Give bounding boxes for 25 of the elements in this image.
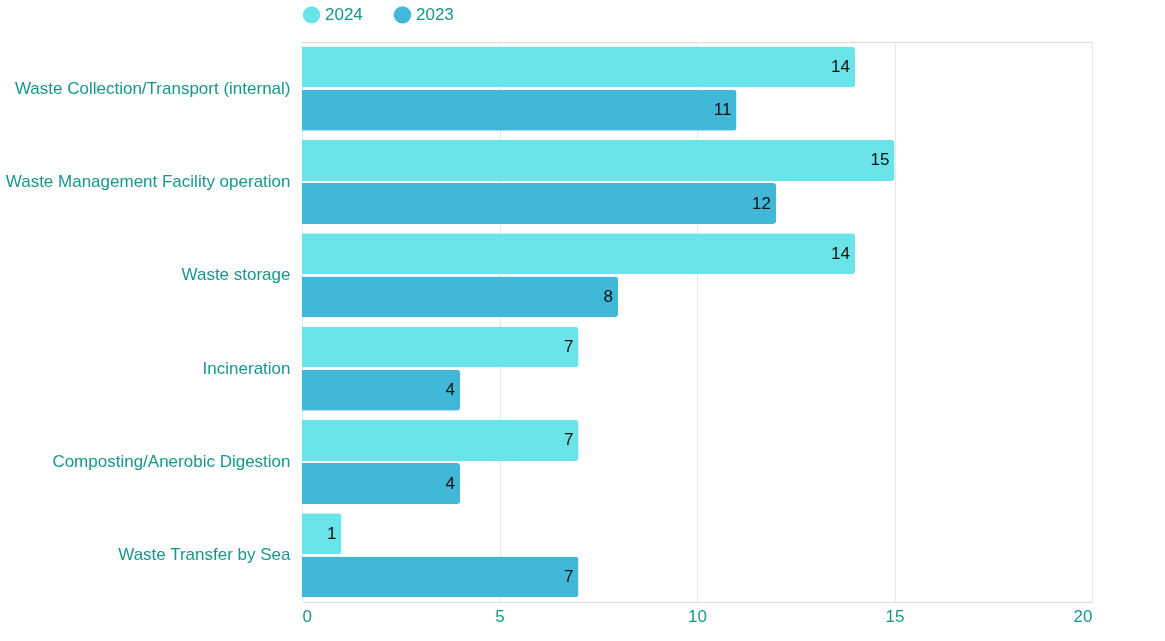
data-label: 7	[564, 430, 574, 450]
data-label: 7	[564, 337, 574, 357]
x-tick-label: 10	[688, 606, 707, 626]
legend-label: 2023	[416, 4, 454, 24]
x-tick-label: 20	[1073, 606, 1093, 626]
data-label: 15	[870, 150, 890, 170]
data-label: 14	[831, 243, 850, 263]
y-tick-label: Waste Collection/Transport (internal)	[14, 78, 291, 98]
data-label: 8	[603, 286, 613, 306]
x-tick-label: 15	[885, 606, 905, 626]
y-tick-label: Waste storage	[181, 265, 291, 285]
y-tick-label: Waste Transfer by Sea	[118, 545, 292, 565]
data-label: 4	[445, 380, 455, 400]
x-tick-label: 5	[495, 606, 505, 626]
y-tick-label: Waste Management Facility operation	[5, 172, 291, 191]
data-label: 4	[445, 473, 455, 493]
data-label: 12	[752, 193, 771, 213]
data-label: 7	[564, 566, 574, 586]
data-label: 14	[831, 57, 850, 77]
y-tick-label: Incineration	[202, 358, 291, 378]
data-label: 11	[713, 100, 732, 120]
y-tick-label: Composting/Anerobic Digestion	[52, 452, 291, 471]
legend-label: 2024	[325, 4, 363, 24]
x-tick-label: 0	[302, 606, 312, 626]
data-label: 1	[327, 523, 337, 543]
